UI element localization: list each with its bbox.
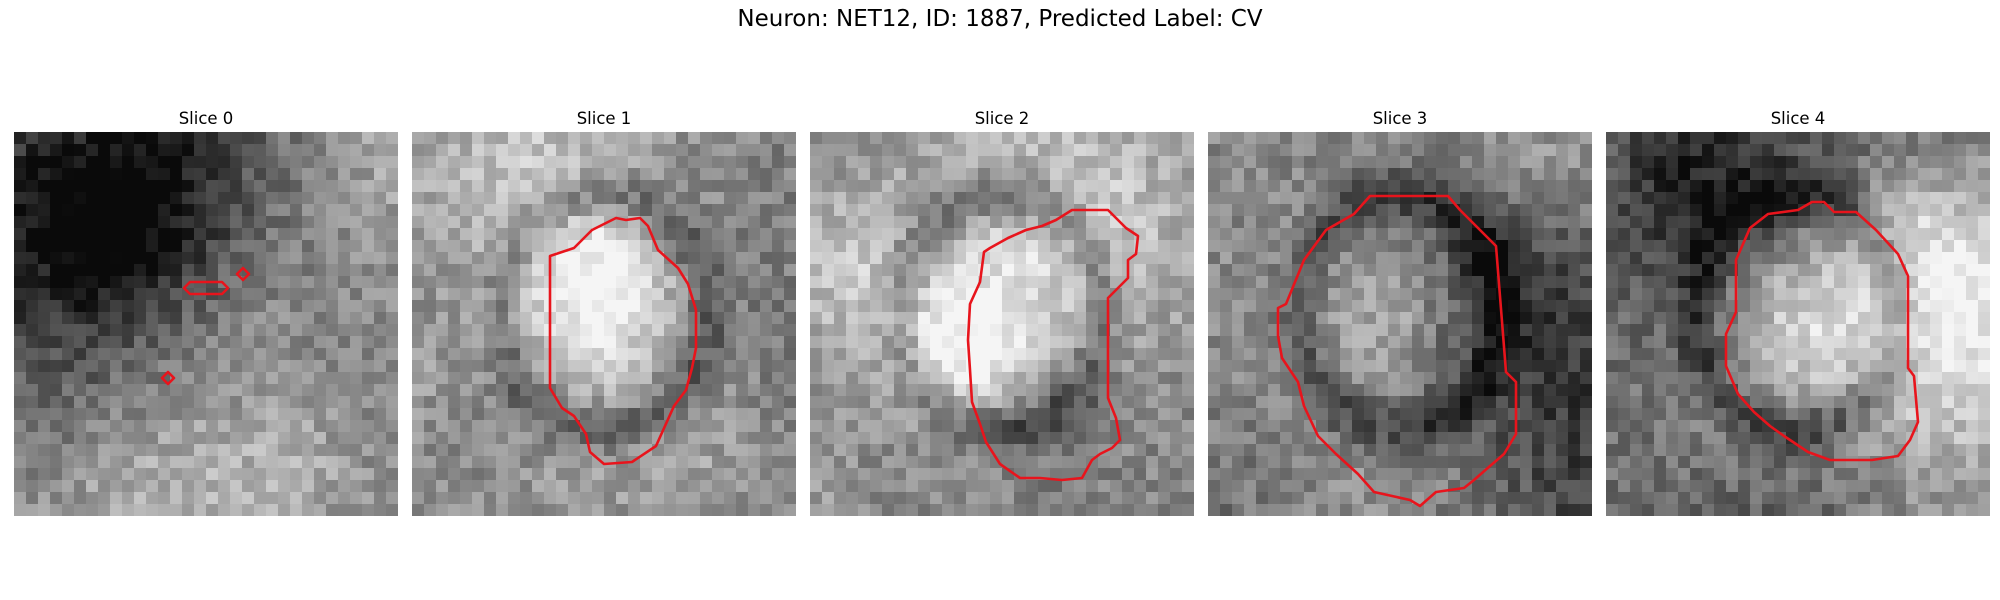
segmentation-contour — [182, 280, 230, 296]
slice-title: Slice 2 — [974, 109, 1030, 128]
slice-panel-1: Slice 1 — [412, 108, 796, 516]
slice-panel-3: Slice 3 — [1208, 108, 1592, 516]
slice-image — [1208, 132, 1592, 516]
segmentation-contour — [1276, 194, 1518, 508]
segmentation-contour — [1724, 200, 1920, 462]
slice-image — [1606, 132, 1990, 516]
segmentation-contour — [235, 266, 251, 282]
slice-title: Slice 3 — [1372, 109, 1428, 128]
slice-title: Slice 4 — [1770, 109, 1826, 128]
slice-panel-4: Slice 4 — [1606, 108, 1990, 516]
slice-image — [412, 132, 796, 516]
segmentation-contour — [966, 208, 1140, 482]
slice-image — [14, 132, 398, 516]
slice-title: Slice 1 — [576, 109, 632, 128]
segmentation-contour — [160, 370, 176, 386]
slice-panel-0: Slice 0 — [14, 108, 398, 516]
figure-title: Neuron: NET12, ID: 1887, Predicted Label… — [737, 6, 1263, 32]
slice-panel-2: Slice 2 — [810, 108, 1194, 516]
segmentation-contour — [548, 216, 698, 466]
slice-title: Slice 0 — [178, 109, 234, 128]
slice-image — [810, 132, 1194, 516]
